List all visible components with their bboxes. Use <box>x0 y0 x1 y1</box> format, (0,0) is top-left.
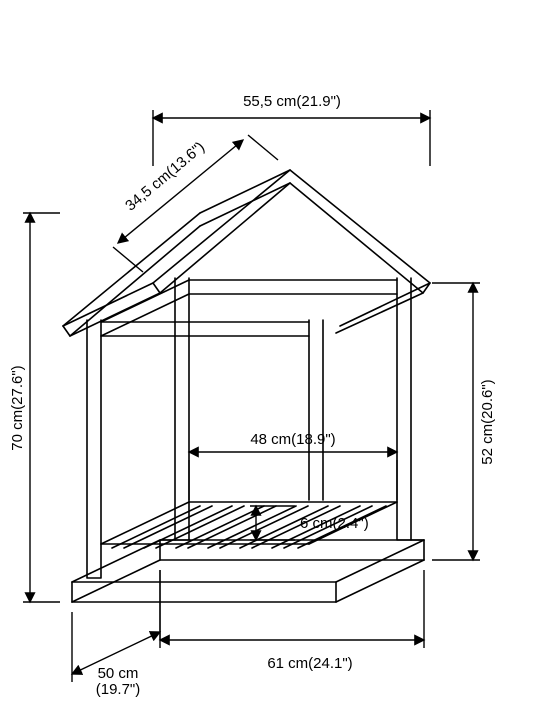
dim-inner-width-metric: 48 cm <box>250 431 291 448</box>
dim-depth: 50 cm(19.7") <box>96 665 141 698</box>
dimension-diagram: 55,5 cm(21.9") 34,5 cm(13.6") 70 cm(27.6… <box>0 0 540 720</box>
dim-right-height-imperial: (20.6") <box>479 379 496 424</box>
dim-slat-height-imperial: (2.4") <box>333 515 369 532</box>
dim-front-width: 61 cm(24.1") <box>267 655 352 672</box>
dim-roof-side: 34,5 cm(13.6") <box>122 139 208 215</box>
dim-total-height-imperial: (27.6") <box>9 365 26 410</box>
pet-house-frame <box>63 170 430 602</box>
dim-slat-height: 6 cm(2.4") <box>300 515 369 532</box>
dimension-labels: 55,5 cm(21.9") 34,5 cm(13.6") 70 cm(27.6… <box>9 93 496 698</box>
dim-top-width: 55,5 cm(21.9") <box>243 93 341 110</box>
dim-top-width-imperial: (21.9") <box>296 93 341 110</box>
dim-right-height-metric: 52 cm <box>479 424 496 465</box>
dim-roof-side-metric: 34,5 cm <box>122 167 174 214</box>
dim-front-width-metric: 61 cm <box>267 655 308 672</box>
dim-depth-imperial: (19.7") <box>96 681 141 698</box>
dim-top-width-metric: 55,5 cm <box>243 93 296 110</box>
dim-depth-metric: 50 cm <box>98 665 139 682</box>
dim-inner-width-imperial: (18.9") <box>291 431 336 448</box>
dim-total-height-metric: 70 cm <box>9 410 26 451</box>
dim-total-height: 70 cm(27.6") <box>9 365 26 450</box>
dim-right-height: 52 cm(20.6") <box>479 379 496 464</box>
dim-front-width-imperial: (24.1") <box>308 655 353 672</box>
dim-inner-width: 48 cm(18.9") <box>250 431 335 448</box>
dim-slat-height-metric: 6 cm <box>300 515 333 532</box>
